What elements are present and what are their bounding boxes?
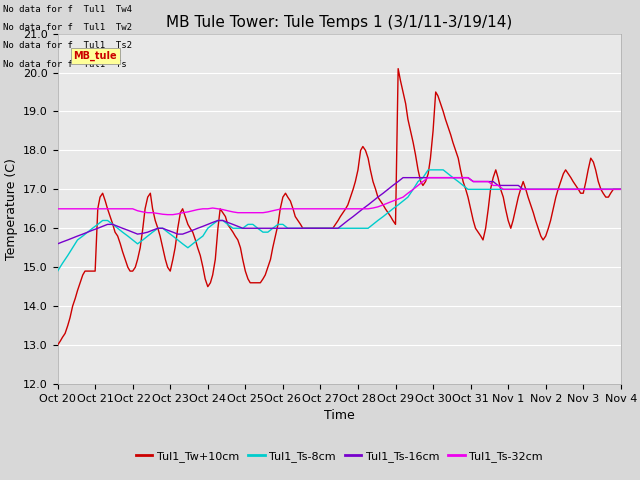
Y-axis label: Temperature (C): Temperature (C): [4, 158, 17, 260]
Text: No data for f  Tul1  Tw4: No data for f Tul1 Tw4: [3, 5, 132, 14]
X-axis label: Time: Time: [324, 409, 355, 422]
Text: No data for f  Tul1  Ts2: No data for f Tul1 Ts2: [3, 41, 132, 50]
Legend: Tul1_Tw+10cm, Tul1_Ts-8cm, Tul1_Ts-16cm, Tul1_Ts-32cm: Tul1_Tw+10cm, Tul1_Ts-8cm, Tul1_Ts-16cm,…: [131, 446, 547, 466]
Text: No data for f  Tul1  Ts: No data for f Tul1 Ts: [3, 60, 127, 69]
Text: No data for f  Tul1  Tw2: No data for f Tul1 Tw2: [3, 23, 132, 32]
Title: MB Tule Tower: Tule Temps 1 (3/1/11-3/19/14): MB Tule Tower: Tule Temps 1 (3/1/11-3/19…: [166, 15, 513, 30]
Text: MB_tule: MB_tule: [74, 50, 117, 61]
